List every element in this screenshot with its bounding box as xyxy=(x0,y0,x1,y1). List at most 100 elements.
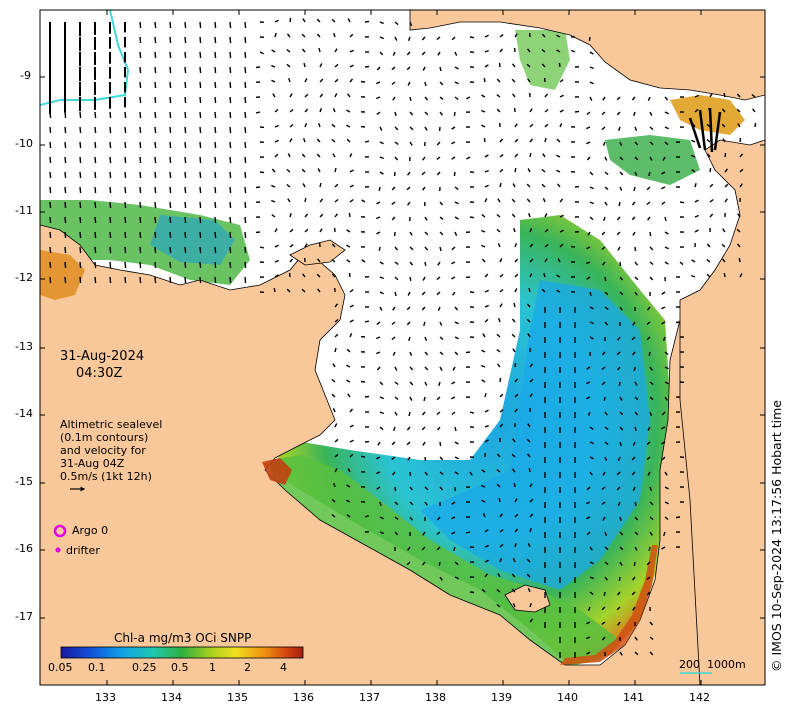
velocity-arrow xyxy=(661,456,666,461)
velocity-arrow xyxy=(499,528,504,533)
velocity-arrow xyxy=(709,183,714,188)
lon-label: 140 xyxy=(557,691,578,704)
velocity-arrow xyxy=(604,426,609,431)
gulf-blue-core xyxy=(420,280,650,590)
velocity-arrow xyxy=(289,213,292,218)
velocity-arrow xyxy=(424,366,429,371)
velocity-arrow xyxy=(496,588,501,593)
velocity-arrow xyxy=(589,201,594,205)
velocity-arrow xyxy=(619,516,622,522)
velocity-arrow xyxy=(49,246,52,254)
velocity-arrow xyxy=(394,246,399,251)
velocity-arrow xyxy=(346,499,351,503)
velocity-arrow xyxy=(739,168,744,173)
velocity-arrow xyxy=(361,259,366,263)
velocity-arrow xyxy=(453,171,456,177)
velocity-arrow xyxy=(439,81,444,86)
velocity-arrow xyxy=(499,273,504,278)
velocity-arrow xyxy=(302,183,306,188)
velocity-arrow xyxy=(376,366,381,371)
velocity-arrow xyxy=(199,156,202,164)
velocity-arrow xyxy=(514,393,519,398)
velocity-arrow xyxy=(379,381,384,386)
velocity-arrow xyxy=(49,126,52,134)
velocity-arrow xyxy=(229,171,232,179)
velocity-arrow xyxy=(619,561,623,566)
velocity-arrow xyxy=(439,366,443,371)
colorbar-tick: 2 xyxy=(244,661,251,674)
velocity-arrow xyxy=(451,411,456,416)
velocity-arrow xyxy=(586,486,591,491)
velocity-arrow xyxy=(619,426,624,431)
velocity-arrow xyxy=(542,198,546,203)
velocity-arrow xyxy=(616,471,621,476)
velocity-arrow xyxy=(49,156,52,164)
velocity-arrow xyxy=(664,381,669,385)
velocity-arrow xyxy=(302,137,306,143)
velocity-arrow xyxy=(94,201,97,209)
velocity-arrow xyxy=(604,441,609,446)
velocity-arrow xyxy=(49,231,52,239)
velocity-arrow xyxy=(514,513,519,518)
velocity-arrow xyxy=(272,93,276,98)
velocity-arrow xyxy=(319,182,322,188)
velocity-arrow xyxy=(407,36,411,42)
velocity-arrow xyxy=(529,123,534,128)
velocity-arrow xyxy=(664,111,669,115)
velocity-arrow xyxy=(421,426,426,431)
velocity-arrow xyxy=(274,124,279,128)
velocity-arrow xyxy=(364,514,369,518)
velocity-arrow xyxy=(347,468,351,473)
velocity-arrow xyxy=(451,531,456,535)
velocity-arrow xyxy=(604,291,609,296)
velocity-arrow xyxy=(409,96,412,102)
velocity-arrow xyxy=(436,36,441,41)
velocity-arrow xyxy=(273,287,276,293)
velocity-arrow xyxy=(406,306,411,311)
velocity-arrow xyxy=(184,231,187,239)
velocity-arrow xyxy=(109,216,112,224)
velocity-arrow xyxy=(94,246,97,254)
velocity-arrow xyxy=(331,138,336,143)
velocity-arrow xyxy=(691,259,696,263)
velocity-arrow xyxy=(199,66,202,74)
velocity-arrow xyxy=(79,186,82,194)
velocity-arrow xyxy=(616,591,621,596)
velocity-arrow xyxy=(64,126,67,134)
velocity-arrow xyxy=(451,246,456,251)
velocity-arrow xyxy=(124,171,127,179)
velocity-arrow xyxy=(376,321,381,325)
velocity-arrow xyxy=(589,306,594,310)
velocity-arrow xyxy=(634,396,639,401)
velocity-arrow xyxy=(541,288,546,293)
velocity-arrow xyxy=(64,201,67,209)
velocity-arrow xyxy=(319,108,323,113)
velocity-arrow xyxy=(169,126,172,134)
velocity-arrow xyxy=(334,318,339,323)
lat-label: -16 xyxy=(15,542,33,555)
velocity-arrow xyxy=(331,258,336,263)
velocity-arrow xyxy=(301,153,306,158)
velocity-arrow xyxy=(603,591,606,597)
velocity-arrow xyxy=(721,243,726,248)
velocity-arrow xyxy=(514,153,519,158)
velocity-arrow xyxy=(541,48,546,53)
velocity-arrow xyxy=(454,561,459,566)
velocity-arrow xyxy=(454,51,458,56)
velocity-arrow xyxy=(661,186,666,190)
velocity-arrow xyxy=(454,96,459,100)
altimetry-note-line: Altimetric sealevel xyxy=(60,418,163,431)
velocity-arrow xyxy=(588,36,591,42)
velocity-arrow xyxy=(439,486,444,491)
velocity-arrow xyxy=(331,273,336,278)
velocity-arrow xyxy=(484,439,489,443)
velocity-arrow xyxy=(244,141,247,149)
velocity-arrow xyxy=(649,651,654,656)
coastal-high-chlorophyll-rim xyxy=(560,545,658,665)
velocity-arrow xyxy=(346,364,351,368)
velocity-arrow xyxy=(634,261,639,266)
velocity-arrow xyxy=(347,93,351,98)
velocity-arrow xyxy=(661,291,666,295)
velocity-arrow xyxy=(199,201,202,209)
velocity-arrow xyxy=(499,168,504,173)
